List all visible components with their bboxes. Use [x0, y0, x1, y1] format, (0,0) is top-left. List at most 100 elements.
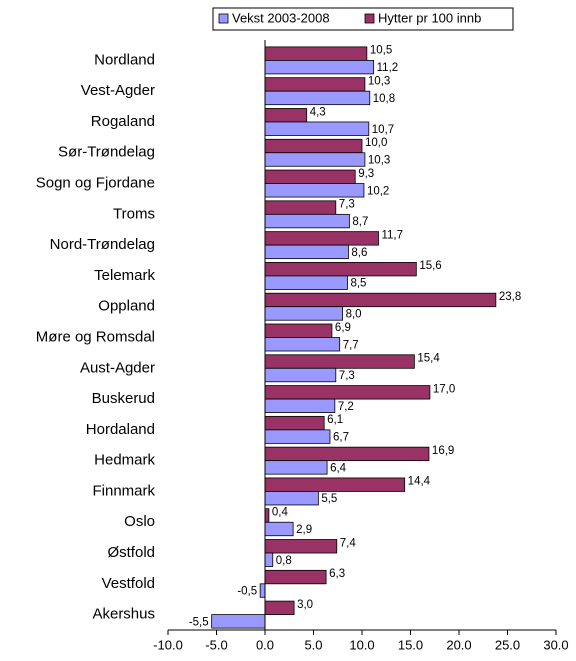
- y-tick-label: Aust-Agder: [80, 359, 155, 376]
- y-tick-label: Vest-Agder: [81, 82, 155, 99]
- y-tick-label: Vestfold: [102, 575, 155, 592]
- bar: [264, 460, 328, 475]
- value-label: 6,1: [327, 414, 343, 426]
- bar: [264, 152, 366, 167]
- bar: [264, 398, 336, 413]
- x-tick-label: 25.0: [495, 637, 520, 652]
- value-label: 9,3: [358, 168, 374, 180]
- value-label: 0,4: [272, 507, 289, 519]
- bar: [264, 385, 431, 400]
- bar: [264, 108, 308, 123]
- value-label: 7,3: [339, 199, 355, 211]
- bar: [259, 583, 266, 598]
- y-tick-label: Sogn og Fjordane: [36, 175, 155, 192]
- bar: [264, 539, 338, 554]
- value-label: 7,2: [338, 401, 354, 413]
- legend-swatch: [364, 13, 375, 24]
- bar: [264, 292, 497, 308]
- value-label: 8,6: [351, 247, 367, 259]
- bar: [264, 491, 319, 506]
- y-tick-label: Finnmark: [92, 482, 155, 499]
- bar: [264, 121, 370, 136]
- y-tick-label: Østfold: [107, 544, 155, 561]
- bar: [264, 59, 375, 75]
- value-label: 11,7: [381, 229, 403, 241]
- y-tick-label: Rogaland: [91, 113, 155, 130]
- bar: [264, 231, 379, 246]
- x-tick-label: 0.0: [256, 637, 274, 652]
- value-label: 10,3: [368, 75, 390, 87]
- y-tick-label: Nord-Trøndelag: [50, 236, 155, 253]
- legend-label: Hytter pr 100 innb: [378, 10, 481, 25]
- bar: [264, 306, 343, 321]
- value-label: 10,3: [368, 155, 390, 167]
- y-tick-label: Møre og Romsdal: [36, 328, 155, 345]
- x-tick-label: -5.0: [205, 637, 227, 652]
- value-label: 3,0: [297, 599, 313, 611]
- value-label: 6,4: [330, 462, 347, 474]
- y-tick-label: Telemark: [94, 267, 155, 284]
- x-tick-label: 15.0: [398, 637, 423, 652]
- value-label: 6,9: [335, 322, 351, 334]
- bar: [264, 90, 371, 106]
- y-tick-label: Hedmark: [94, 452, 155, 469]
- bar: [264, 46, 368, 61]
- bar: [264, 275, 348, 290]
- value-label: 10,8: [373, 93, 395, 105]
- bar: [264, 244, 349, 260]
- x-tick-label: 30.0: [543, 637, 568, 652]
- bar: [264, 415, 325, 431]
- y-tick-label: Troms: [113, 205, 155, 222]
- bar: [264, 600, 295, 616]
- value-label: 2,9: [296, 524, 312, 536]
- bar: [264, 337, 341, 352]
- bar: [264, 262, 417, 277]
- bar: [264, 429, 331, 444]
- y-tick-label: Oppland: [98, 298, 155, 315]
- value-label: 17,0: [433, 383, 455, 395]
- legend-box: [212, 7, 514, 31]
- value-label: 15,4: [417, 353, 440, 365]
- x-tick-label: -10.0: [153, 637, 183, 652]
- value-label: 10,5: [370, 45, 392, 57]
- bar: [264, 138, 363, 154]
- x-tick-label: 10.0: [349, 637, 374, 652]
- value-label: 15,6: [419, 260, 441, 272]
- bar: [264, 367, 337, 383]
- bar: [264, 552, 274, 567]
- value-label: 7,7: [343, 339, 359, 351]
- bar: [264, 521, 294, 537]
- value-label: 14,4: [408, 476, 431, 488]
- y-tick-label: Oslo: [124, 513, 155, 530]
- value-label: 7,4: [340, 537, 357, 549]
- value-label: 10,0: [365, 137, 387, 149]
- value-label: -5,5: [189, 616, 209, 628]
- value-label: 10,2: [367, 185, 389, 197]
- value-label: 16,9: [432, 445, 454, 457]
- bar: [264, 323, 333, 338]
- legend-swatch: [218, 13, 229, 24]
- value-label: 8,0: [346, 308, 362, 320]
- bar: [264, 183, 365, 198]
- y-tick-label: Buskerud: [92, 390, 155, 407]
- value-label: 7,3: [339, 370, 355, 382]
- bar: [211, 614, 266, 629]
- bar: [264, 446, 430, 462]
- bar: [264, 200, 337, 215]
- x-tick-label: 20.0: [446, 637, 471, 652]
- value-label: 5,5: [321, 493, 337, 505]
- y-tick-label: Hordaland: [86, 421, 155, 438]
- value-label: 4,3: [310, 106, 326, 118]
- value-label: 6,3: [329, 568, 345, 580]
- value-label: -0,5: [237, 586, 257, 598]
- value-label: 6,7: [333, 432, 349, 444]
- y-tick-label: Sør-Trøndelag: [58, 144, 155, 161]
- bar: [264, 508, 270, 523]
- value-label: 23,8: [499, 291, 521, 303]
- y-tick-label: Akershus: [92, 606, 155, 623]
- value-label: 8,5: [350, 278, 366, 290]
- value-label: 10,7: [372, 124, 394, 136]
- bar: [264, 213, 350, 229]
- bar: [264, 169, 356, 184]
